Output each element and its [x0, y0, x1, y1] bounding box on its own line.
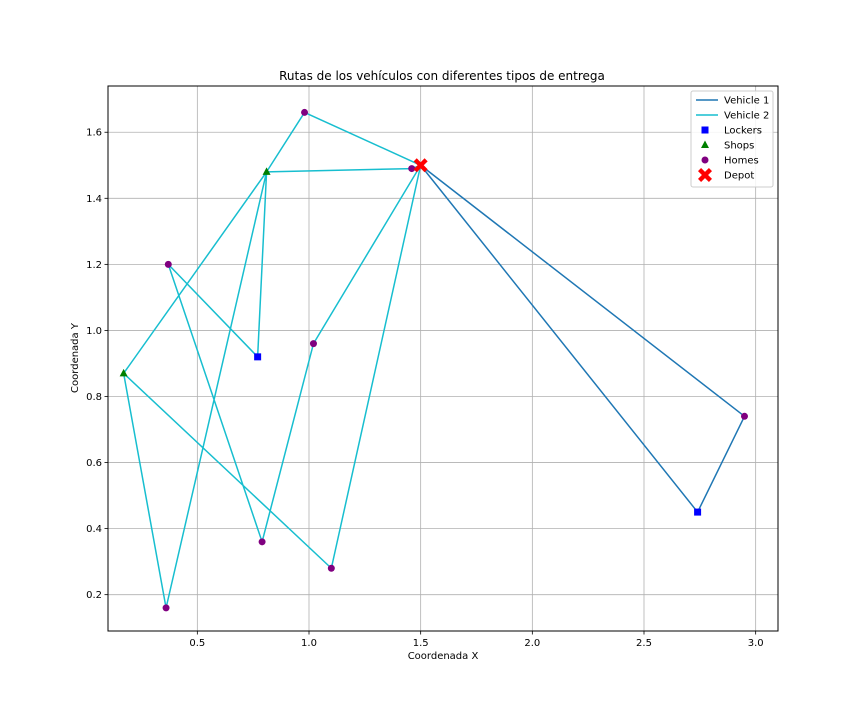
ticks: 0.5 1.0 1.5 2.0 2.5 3.0 0.2 0.4 0.6 0.8 1.0 1.2 1.4 1… — [86, 128, 764, 649]
homes-point — [309, 340, 317, 348]
homes-point — [164, 260, 172, 268]
homes-point — [162, 604, 170, 612]
y-tick-label: 1.6 — [86, 128, 102, 139]
legend-label: Homes — [724, 156, 759, 167]
y-tick-label: 0.8 — [86, 392, 102, 403]
x-axis-label: Coordenada X — [408, 651, 479, 662]
y-tick-label: 0.6 — [86, 458, 102, 469]
lockers-point — [694, 508, 702, 516]
homes-point — [408, 165, 416, 173]
y-tick-label: 0.4 — [86, 524, 102, 535]
route-line-vehicle-2 — [122, 111, 422, 609]
homes-point — [741, 412, 748, 420]
homes-point — [301, 108, 309, 116]
x-tick-label: 1.0 — [301, 638, 317, 649]
shops-point — [119, 368, 128, 377]
depot-point — [413, 158, 428, 173]
lockers-point — [254, 353, 262, 361]
legend-label: Depot — [724, 171, 754, 182]
shops-point — [262, 167, 271, 175]
legend-swatch — [701, 126, 709, 134]
legend-label: Vehicle 1 — [724, 96, 769, 107]
legend-swatch — [701, 156, 709, 164]
legend-label: Lockers — [724, 126, 762, 137]
y-tick-label: 1.4 — [86, 194, 102, 205]
route-line-vehicle-1 — [420, 164, 746, 513]
routes — [122, 111, 746, 609]
legend-swatch — [698, 168, 712, 182]
x-tick-label: 0.5 — [189, 638, 205, 649]
homes-point — [258, 538, 266, 546]
legend: Vehicle 1 Vehicle 2 Lockers Shops Homes Depot — [690, 90, 774, 188]
y-axis-label: Coordenada Y — [70, 322, 81, 393]
x-tick-label: 2.0 — [524, 638, 540, 649]
x-tick-label: 2.5 — [636, 638, 652, 649]
legend-swatch — [701, 140, 709, 148]
chart-title: Rutas de los vehículos con diferentes ti… — [279, 69, 605, 83]
legend-label: Vehicle 2 — [724, 111, 769, 122]
x-tick-label: 3.0 — [748, 638, 764, 649]
homes-point — [327, 564, 335, 572]
y-tick-label: 1.0 — [86, 326, 102, 337]
legend-label: Shops — [724, 141, 754, 152]
y-tick-label: 1.2 — [86, 260, 102, 271]
markers — [119, 108, 748, 612]
y-tick-label: 0.2 — [86, 590, 102, 601]
plot-frame — [107, 85, 779, 632]
x-tick-label: 1.5 — [413, 638, 429, 649]
